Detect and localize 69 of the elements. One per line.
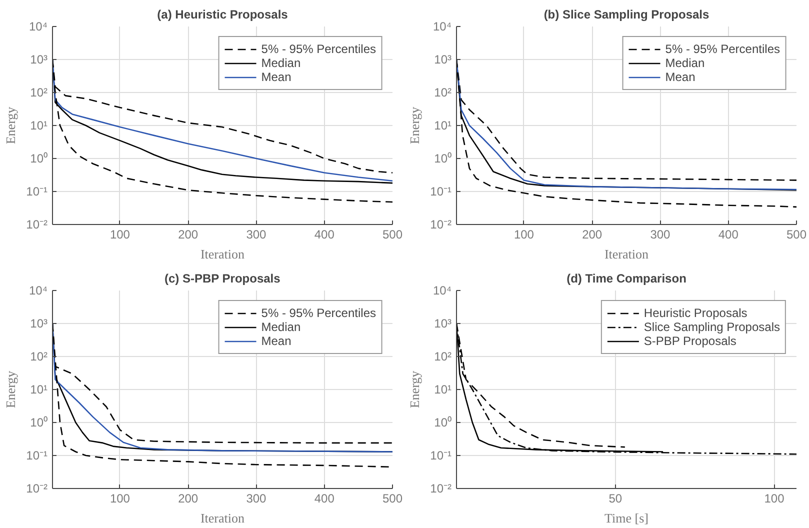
y-tick-label: 10³	[30, 316, 48, 330]
x-tick-label: 100	[764, 492, 785, 506]
y-tick-label: 10⁴	[432, 20, 452, 34]
y-tick-label: 10¹	[30, 382, 48, 396]
y-tick-label: 10⁻²	[26, 482, 48, 496]
x-axis-title: Iteration	[604, 246, 650, 262]
legend-label: Median	[665, 56, 705, 70]
x-tick-label: 100	[110, 492, 130, 506]
x-tick-label: 200	[178, 492, 198, 506]
x-tick-label: 100	[514, 228, 534, 242]
chart-title: (b) Slice Sampling Proposals	[544, 8, 710, 22]
y-tick-label: 10⁻²	[430, 482, 452, 496]
x-tick-label: 500	[382, 228, 403, 242]
chart-title: (d) Time Comparison	[566, 272, 686, 286]
y-tick-label: 10³	[434, 316, 452, 330]
x-axis-title: Iteration	[200, 510, 246, 526]
y-axis-title: Energy	[3, 106, 18, 144]
x-tick-label: 300	[246, 492, 267, 506]
y-tick-label: 10⁻¹	[430, 184, 452, 198]
y-tick-label: 10⁴	[432, 284, 452, 298]
y-tick-label: 10⁻¹	[430, 448, 452, 462]
x-tick-label: 400	[314, 228, 335, 242]
x-tick-label: 200	[178, 228, 198, 242]
legend-label: Heuristic Proposals	[644, 306, 748, 320]
legend-label: 5% - 95% Percentiles	[261, 306, 376, 320]
y-tick-label: 10³	[30, 52, 48, 66]
y-axis-title: Energy	[407, 106, 422, 144]
y-tick-label: 10⁰	[434, 416, 452, 430]
y-tick-label: 10¹	[434, 382, 452, 396]
x-tick-label: 300	[246, 228, 267, 242]
x-axis-title: Iteration	[200, 246, 246, 262]
legend-label: 5% - 95% Percentiles	[261, 42, 376, 56]
legend-label: Median	[261, 320, 301, 334]
legend-label: Mean	[665, 70, 696, 84]
legend-label: Mean	[261, 70, 292, 84]
y-tick-label: 10⁴	[28, 284, 48, 298]
y-tick-label: 10²	[434, 350, 452, 364]
legend-label: S-PBP Proposals	[644, 334, 736, 348]
y-tick-label: 10⁰	[434, 152, 452, 166]
legend-label: 5% - 95% Percentiles	[665, 42, 780, 56]
y-tick-label: 10¹	[434, 118, 452, 132]
y-tick-label: 10⁰	[30, 152, 48, 166]
chart-title: (c) S-PBP Proposals	[164, 272, 281, 286]
x-tick-label: 400	[314, 492, 335, 506]
y-tick-label: 10⁰	[30, 416, 48, 430]
chart-title: (a) Heuristic Proposals	[157, 8, 288, 22]
legend-label: Median	[261, 56, 301, 70]
x-tick-label: 100	[110, 228, 130, 242]
y-tick-label: 10⁻¹	[26, 448, 48, 462]
y-tick-label: 10²	[30, 350, 48, 364]
y-tick-label: 10⁻¹	[26, 184, 48, 198]
y-tick-label: 10²	[30, 86, 48, 100]
x-axis-title: Time [s]	[604, 510, 648, 526]
y-tick-label: 10⁻²	[26, 218, 48, 232]
x-tick-label: 500	[382, 492, 403, 506]
x-tick-label: 400	[718, 228, 739, 242]
x-tick-label: 300	[650, 228, 671, 242]
y-axis-title: Energy	[407, 370, 422, 408]
y-tick-label: 10³	[434, 52, 452, 66]
x-tick-label: 50	[608, 492, 622, 506]
x-tick-label: 500	[786, 228, 807, 242]
y-tick-label: 10⁻²	[430, 218, 452, 232]
y-axis-title: Energy	[3, 370, 18, 408]
y-tick-label: 10²	[434, 86, 452, 100]
legend-label: Slice Sampling Proposals	[644, 320, 780, 334]
y-tick-label: 10¹	[30, 118, 48, 132]
y-tick-label: 10⁴	[28, 20, 48, 34]
x-tick-label: 200	[582, 228, 602, 242]
legend-label: Mean	[261, 334, 292, 348]
